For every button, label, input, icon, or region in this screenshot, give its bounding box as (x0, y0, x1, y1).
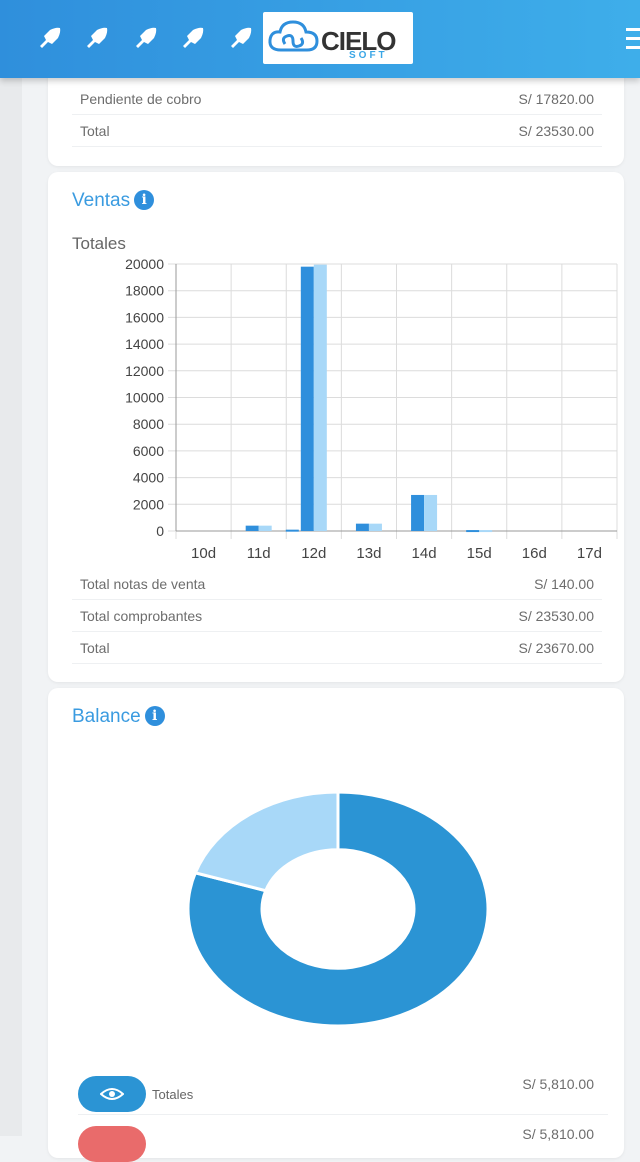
bar (466, 530, 480, 533)
x-tick-label: 16d (522, 545, 547, 562)
row-label: Total comprobantes (80, 608, 203, 624)
rocket-icon[interactable] (177, 24, 207, 54)
view-button[interactable] (78, 1076, 146, 1112)
ventas-row: Total S/ 23670.00 (72, 633, 602, 664)
bar (285, 529, 299, 532)
donut-slice (186, 790, 490, 1028)
legend-value: S/ 5,810.00 (522, 1076, 594, 1092)
y-tick-label: 4000 (133, 470, 164, 486)
bar (258, 525, 272, 531)
x-tick-label: 15d (467, 545, 492, 562)
ventas-title-text: Ventas (72, 190, 131, 211)
summary-row: Total S/ 23530.00 (72, 116, 602, 147)
info-icon[interactable]: i (144, 706, 165, 726)
y-tick-label: 8000 (133, 416, 164, 432)
x-tick-label: 14d (412, 545, 437, 562)
bar (300, 266, 314, 531)
balance-title: Balance i (72, 706, 165, 728)
balance-donut-chart (186, 790, 490, 1028)
bar (411, 494, 425, 531)
ventas-card: Ventas i Totales 0 2000 4000 6000 8000 10000 12… (48, 172, 624, 682)
legend-row: Totales S/ 5,810.00 (78, 1076, 608, 1115)
logo-subtext: SOFT (349, 50, 388, 61)
rocket-icon[interactable] (81, 24, 111, 54)
row-label: Total (80, 640, 110, 656)
chart-subtitle: Totales (72, 234, 126, 253)
y-tick-label: 12000 (125, 363, 164, 379)
legend-label: Totales (152, 1087, 194, 1102)
x-tick-label: 11d (247, 545, 271, 562)
row-value: S/ 23670.00 (518, 640, 594, 656)
legend-value: S/ 5,810.00 (522, 1126, 594, 1142)
bar (313, 264, 327, 531)
top-navbar: CIELO SOFT (0, 0, 640, 78)
y-tick-label: 6000 (133, 443, 164, 459)
donut-slice (193, 790, 340, 893)
y-tick-label: 2000 (133, 496, 164, 512)
x-tick-label: 13d (356, 545, 381, 562)
x-tick-label: 17d (577, 545, 602, 562)
cielo-soft-logo[interactable]: CIELO SOFT (263, 12, 413, 64)
bar (479, 530, 493, 533)
ventas-row: Total comprobantes S/ 23530.00 (72, 601, 602, 632)
y-tick-label: 10000 (125, 390, 164, 406)
rocket-icon[interactable] (34, 24, 64, 54)
row-label: Pendiente de cobro (80, 91, 202, 107)
view-button[interactable] (78, 1126, 146, 1162)
x-tick-label: 12d (301, 545, 326, 562)
row-value: S/ 17820.00 (518, 91, 594, 107)
legend-row: S/ 5,810.00 (78, 1120, 608, 1162)
x-tick-label: 10d (191, 545, 216, 562)
ventas-row: Total notas de venta S/ 140.00 (72, 569, 602, 600)
y-tick-label: 16000 (125, 309, 164, 325)
row-label: Total notas de venta (80, 576, 206, 592)
balance-card: Balance i Totales S/ 5,810.00 S/ 5,810.00 (48, 688, 624, 1162)
bar (245, 525, 259, 531)
info-icon[interactable]: i (134, 190, 155, 210)
ventas-title: Ventas i (72, 190, 155, 212)
y-tick-label: 14000 (125, 336, 164, 352)
ventas-bar-chart: 0 2000 4000 6000 8000 10000 12000 14000 16000 180… (125, 256, 618, 562)
cloud-logo-icon (268, 20, 319, 52)
bar (368, 523, 382, 531)
eye-icon (100, 1088, 124, 1100)
bar (424, 494, 438, 531)
y-tick-label: 18000 (125, 283, 164, 299)
sidebar-edge (0, 78, 22, 1136)
y-tick-label: 0 (156, 523, 164, 539)
row-label: Total (80, 123, 110, 139)
row-value: S/ 140.00 (534, 576, 594, 592)
balance-title-text: Balance (72, 706, 141, 727)
row-value: S/ 23530.00 (518, 123, 594, 139)
bar (355, 523, 369, 531)
rocket-icon[interactable] (130, 24, 160, 54)
summary-row: Pendiente de cobro S/ 17820.00 (72, 84, 602, 115)
logo-text: CIELO (321, 26, 396, 56)
row-value: S/ 23530.00 (518, 608, 594, 624)
hamburger-menu-icon[interactable] (626, 28, 640, 50)
rocket-icon[interactable] (225, 24, 255, 54)
y-tick-label: 20000 (125, 256, 164, 272)
